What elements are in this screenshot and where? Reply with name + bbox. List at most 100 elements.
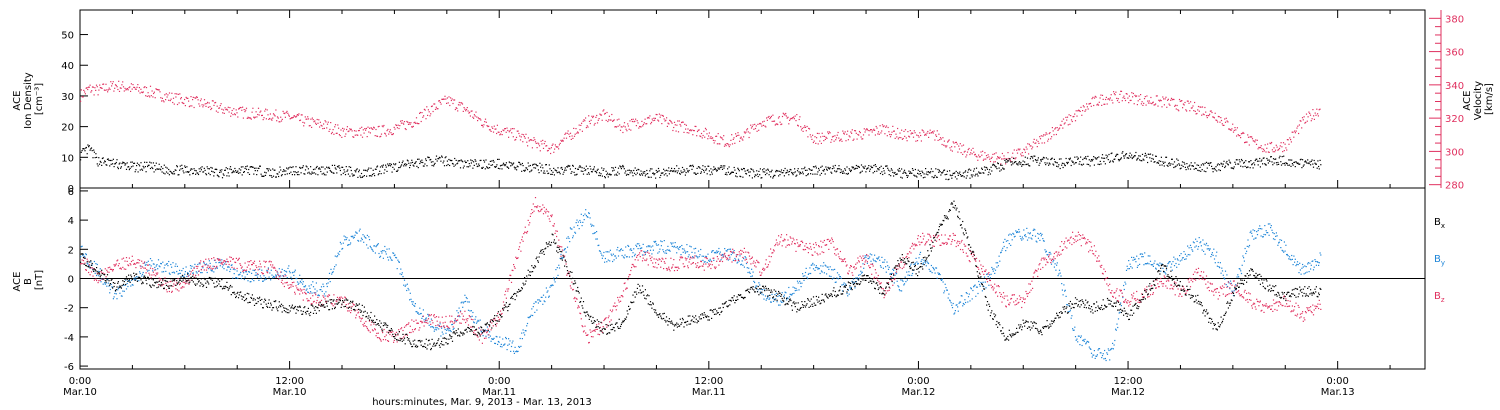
velocity-series-point — [647, 116, 649, 119]
density-series-point — [1088, 159, 1090, 161]
density-series-point — [1021, 165, 1023, 167]
density-series-point — [981, 168, 983, 170]
by-series-point — [771, 293, 773, 295]
velocity-series-point — [1105, 98, 1107, 101]
by-series-point — [941, 278, 943, 280]
by-series-point — [132, 284, 134, 286]
velocity-series-point — [679, 123, 681, 126]
density-series-point — [957, 174, 959, 176]
velocity-series-point — [1278, 148, 1280, 151]
velocity-series-point — [1027, 143, 1029, 145]
velocity-series-point — [681, 121, 683, 123]
density-series-point — [1222, 163, 1224, 165]
by-series-point — [428, 324, 430, 326]
by-series-point — [84, 256, 86, 258]
density-series-point — [745, 172, 747, 175]
density-series-point — [1258, 160, 1260, 162]
by-series-point — [729, 256, 731, 258]
by-series-point — [821, 271, 823, 273]
by-series-point — [195, 271, 197, 273]
velocity-series-point — [490, 130, 492, 132]
density-series-point — [386, 170, 388, 172]
by-series-point — [1203, 250, 1205, 252]
density-series-point — [673, 170, 675, 172]
velocity-series-point — [1069, 123, 1071, 125]
velocity-series-point — [702, 134, 704, 137]
velocity-series-point — [93, 94, 95, 96]
density-series-point — [1230, 167, 1232, 169]
density-series-point — [690, 165, 692, 167]
by-series-point — [758, 282, 760, 284]
by-series-point — [820, 270, 823, 272]
density-series-point — [201, 166, 203, 168]
velocity-series-point — [1263, 148, 1265, 150]
by-series-point — [594, 232, 596, 234]
density-series-point — [148, 164, 150, 166]
velocity-series-point — [164, 94, 166, 96]
velocity-series-point — [1039, 138, 1042, 140]
by-series-point — [1070, 317, 1072, 319]
density-series-point — [853, 168, 855, 170]
velocity-series-point — [1311, 118, 1313, 120]
by-series-point — [467, 309, 470, 311]
velocity-series-point — [338, 134, 340, 136]
density-series-point — [1058, 158, 1061, 160]
velocity-series-point — [156, 88, 158, 91]
density-series-point — [518, 161, 520, 163]
velocity-series-point — [592, 115, 595, 117]
velocity-series-point — [854, 130, 857, 132]
velocity-series-point — [1285, 147, 1287, 149]
velocity-series-point — [674, 124, 676, 126]
density-series-point — [732, 171, 734, 173]
density-series-point — [519, 163, 521, 165]
velocity-series-point — [462, 110, 464, 112]
by-series-point — [88, 265, 90, 267]
velocity-tick-label: 380 — [1445, 14, 1464, 25]
velocity-series-point — [944, 145, 946, 147]
velocity-series-point — [549, 148, 551, 150]
by-series-point — [1200, 245, 1202, 247]
density-series-point — [770, 171, 772, 173]
velocity-series-point — [1213, 116, 1215, 118]
density-series-point — [115, 161, 117, 164]
density-series-point — [976, 173, 978, 175]
density-series-point — [715, 169, 717, 171]
density-series-point — [306, 166, 308, 168]
density-series-point — [268, 168, 270, 170]
velocity-series-point — [1291, 131, 1293, 133]
velocity-series-point — [1159, 99, 1161, 101]
velocity-series-point — [683, 131, 685, 133]
density-series-point — [952, 172, 954, 174]
by-series-point — [99, 268, 101, 270]
velocity-series-point — [173, 103, 175, 105]
density-series-point — [649, 168, 652, 170]
velocity-series-point — [91, 86, 94, 88]
by-series-point — [650, 246, 652, 248]
velocity-series-point — [956, 143, 958, 145]
velocity-series-point — [588, 120, 591, 122]
density-series-point — [989, 169, 991, 171]
density-series-point — [1168, 163, 1170, 165]
density-series-point — [1091, 160, 1093, 162]
density-series-point — [1077, 158, 1079, 160]
velocity-series-point — [959, 143, 961, 145]
density-series-point — [1238, 159, 1240, 161]
velocity-series-point — [256, 116, 258, 118]
density-series-point — [655, 169, 657, 172]
by-series-point — [400, 268, 402, 270]
velocity-series-point — [1072, 116, 1074, 118]
by-series-point — [235, 277, 237, 279]
density-series-point — [1196, 164, 1198, 166]
velocity-series-point — [223, 112, 225, 114]
velocity-series-point — [616, 119, 618, 121]
velocity-series-point — [700, 135, 702, 138]
density-series-point — [453, 165, 455, 167]
velocity-series-point — [396, 127, 398, 129]
density-series-point — [245, 168, 248, 170]
by-series-point — [466, 297, 468, 300]
density-series-point — [227, 172, 229, 174]
by-series-point — [696, 256, 698, 258]
velocity-series-point — [446, 102, 448, 104]
velocity-series-point — [1219, 121, 1221, 123]
density-series-point — [994, 165, 996, 167]
